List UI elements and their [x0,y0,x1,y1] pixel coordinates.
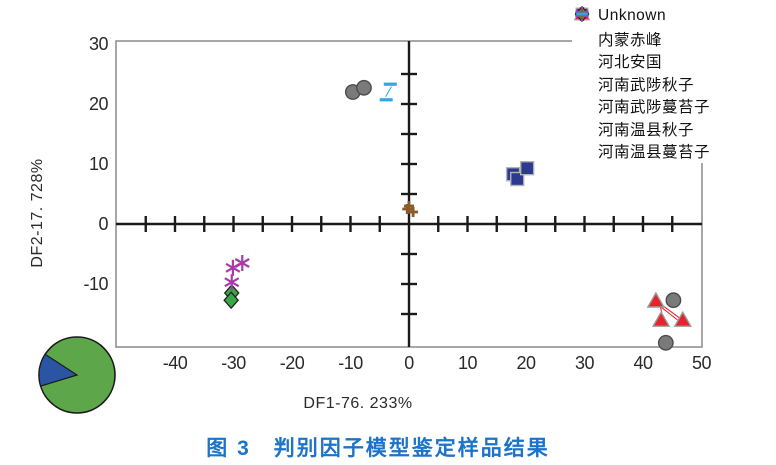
x-tick-label: 50 [691,353,712,373]
legend-item: 河北安国 [572,5,776,73]
x-tick-label: -10 [338,353,363,373]
pie-blue-slice [38,353,79,387]
x-tick-label: -40 [162,353,188,373]
x-tick-label: 10 [457,353,478,373]
connector-line [659,305,678,321]
triangle-marker [646,291,666,308]
y-tick-label: 0 [98,214,108,234]
y-tick-label: -10 [83,274,108,294]
legend: Unknown 内蒙赤峰河北安国河南武陟秋子 河南武陟蔓苔子 河南温县秋子 河南温县蔓苔… [572,5,776,163]
x-tick-label: -20 [279,353,305,373]
star6-marker [225,259,241,276]
legend-diamond-icon [572,5,598,93]
series-star6 [224,255,250,291]
star6-marker [234,255,250,271]
series-triangle [646,291,692,327]
y-tick-label: 10 [88,154,109,174]
pie-inset [38,336,116,414]
legend-item-label: Unknown [598,7,667,25]
x-tick-label: 20 [516,353,536,373]
square-marker [519,160,535,176]
x-axis-title: DF1-76. 233% [303,395,413,412]
legend-square-icon [572,7,598,48]
star6-marker [224,274,240,291]
diamond-marker [223,291,240,310]
figure-caption: 图 3 判别因子模型鉴定样品结果 [206,437,550,460]
legend-item: 河南武陟秋子 [572,5,776,96]
series-diamond [223,284,240,310]
series-square [505,160,535,187]
plus-marker [408,207,419,217]
legend-item: Unknown [572,5,776,28]
series-circle [344,79,682,351]
legend-item-label: 河南温县秋子 [598,121,695,139]
plus-marker [402,204,413,214]
legend-dash-icon [572,12,598,160]
legend-star6-icon [572,6,598,115]
legend-item-label: 河北安国 [598,54,663,72]
connector-line [385,86,392,98]
legend-item: 内蒙赤峰 [572,7,776,51]
axis-cross [116,41,702,347]
triangle-marker [651,310,671,327]
circle-marker [356,79,372,96]
legend-item-label: 河南武陟秋子 [598,76,695,94]
legend-triangle-icon [572,5,598,70]
y-tick-label: 30 [88,34,109,54]
square-marker [510,171,525,187]
y-axis-title: DF2-17. 728% [29,158,46,268]
x-tick-label: 40 [633,353,653,373]
series-dash [379,82,397,102]
circle-marker [665,292,682,309]
legend-item: 河南温县秋子 [572,9,776,141]
legend-item: 河南温县蔓苔子 [572,12,776,163]
x-tick-label: -30 [221,353,246,373]
legend-item-label: 河南温县蔓苔子 [598,144,711,162]
legend-plus-icon [572,9,598,138]
circle-marker [657,334,674,351]
series-plus [402,201,419,217]
legend-item-label: 河南武陟蔓苔子 [598,99,711,117]
legend-item: 河南武陟蔓苔子 [572,6,776,118]
legend-item-label: 内蒙赤峰 [598,31,663,49]
x-tick-label: 30 [574,353,595,373]
y-tick-label: 20 [88,94,109,114]
x-tick-label: 0 [404,353,414,373]
triangle-marker [673,310,692,327]
